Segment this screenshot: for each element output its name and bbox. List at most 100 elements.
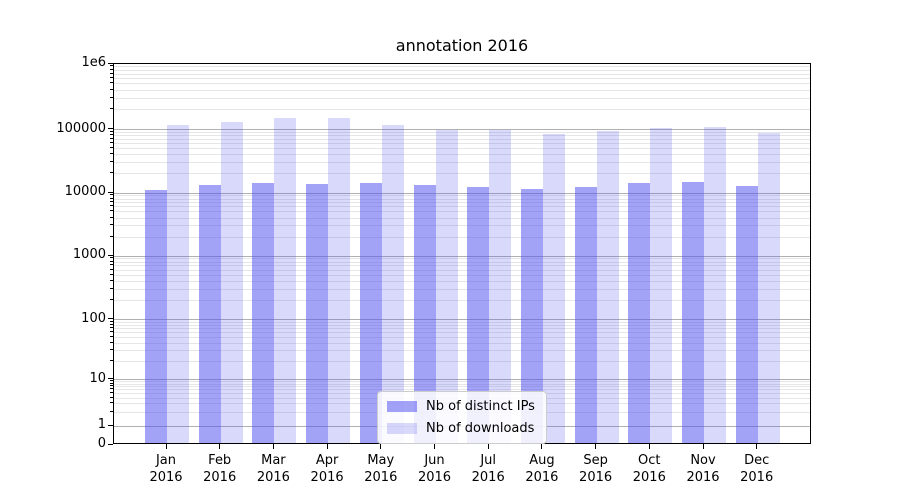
minor-gridline xyxy=(114,360,810,362)
bar-distinct-ips xyxy=(198,185,221,443)
y-minor-tick-mark xyxy=(110,268,113,270)
y-minor-tick-mark xyxy=(110,224,113,226)
y-minor-tick-mark xyxy=(110,68,113,70)
minor-gridline xyxy=(114,274,810,276)
y-minor-tick-mark xyxy=(110,197,113,199)
y-minor-tick-mark xyxy=(110,391,113,393)
y-minor-tick-mark xyxy=(110,349,113,351)
bar-downloads xyxy=(328,117,351,443)
x-tick-mark xyxy=(702,444,704,449)
legend-label: Nb of downloads xyxy=(426,421,535,436)
bar-distinct-ips xyxy=(145,190,167,443)
x-tick-mark xyxy=(434,444,435,449)
x-tick-mark xyxy=(756,444,758,449)
x-tick-label-year: 2016 xyxy=(310,470,344,485)
bar-distinct-ips xyxy=(252,182,275,443)
minor-gridline xyxy=(114,269,810,271)
minor-gridline xyxy=(114,261,810,263)
y-minor-tick-mark xyxy=(110,147,113,149)
y-minor-tick-mark xyxy=(110,287,113,289)
minor-gridline xyxy=(114,332,810,334)
y-tick-label: 10000 xyxy=(64,184,106,199)
minor-gridline xyxy=(114,265,810,267)
y-minor-tick-mark xyxy=(110,336,113,338)
x-tick-label-month: Mar xyxy=(261,453,286,468)
y-minor-tick-mark xyxy=(110,130,113,132)
y-minor-tick-mark xyxy=(110,65,113,67)
y-minor-tick-mark xyxy=(110,201,113,203)
x-tick-label: Jun 2016 xyxy=(405,452,465,486)
y-minor-tick-mark xyxy=(110,161,113,163)
legend: Nb of distinct IPs Nb of downloads xyxy=(377,391,547,444)
x-tick-mark xyxy=(165,444,167,449)
plot-area xyxy=(113,63,811,444)
major-gridline xyxy=(114,192,810,194)
minor-gridline xyxy=(114,328,810,330)
x-tick-mark xyxy=(487,444,489,449)
y-minor-tick-mark xyxy=(110,402,113,404)
y-minor-tick-mark xyxy=(110,137,113,139)
bar-downloads xyxy=(220,121,243,443)
y-minor-tick-mark xyxy=(110,341,113,343)
y-tick-label: 1e6 xyxy=(81,55,106,70)
bar-distinct-ips xyxy=(359,183,382,443)
bar-downloads xyxy=(435,130,458,443)
y-minor-tick-mark xyxy=(110,210,113,212)
x-tick-label-year: 2016 xyxy=(632,470,666,485)
x-tick-label: Nov 2016 xyxy=(673,452,733,486)
x-tick-label-year: 2016 xyxy=(471,470,505,485)
x-tick-label-year: 2016 xyxy=(256,470,290,485)
x-tick-mark xyxy=(595,444,597,449)
y-minor-tick-mark xyxy=(110,359,113,361)
x-tick-label: Apr 2016 xyxy=(297,452,357,486)
bar-downloads xyxy=(489,129,512,443)
bar-downloads xyxy=(596,131,619,443)
y-minor-tick-mark xyxy=(110,72,113,74)
minor-gridline xyxy=(114,202,810,204)
y-tick-mark xyxy=(108,424,113,426)
x-tick-label-month: Jan xyxy=(155,453,177,468)
x-tick-label-year: 2016 xyxy=(579,470,613,485)
y-tick-mark xyxy=(108,443,113,445)
bar-downloads xyxy=(650,127,673,443)
x-tick-label-month: Nov xyxy=(690,453,716,468)
minor-gridline xyxy=(114,66,810,68)
x-tick-label-month: Feb xyxy=(208,453,232,468)
y-minor-tick-mark xyxy=(110,235,113,237)
y-minor-tick-mark xyxy=(110,264,113,266)
y-minor-tick-mark xyxy=(110,380,113,382)
y-minor-tick-mark xyxy=(110,382,113,384)
minor-gridline xyxy=(114,337,810,339)
minor-gridline xyxy=(114,258,810,260)
y-minor-tick-mark xyxy=(110,385,113,387)
bar-distinct-ips xyxy=(413,185,436,443)
chart-title: annotation 2016 xyxy=(395,36,529,55)
y-minor-tick-mark xyxy=(110,260,113,262)
y-tick-label: 100000 xyxy=(56,120,106,136)
x-tick-mark xyxy=(648,444,650,449)
minor-gridline xyxy=(114,154,810,156)
x-tick-label-month: May xyxy=(367,453,395,468)
bar-distinct-ips xyxy=(467,187,490,443)
minor-gridline xyxy=(114,383,810,385)
legend-label: Nb of distinct IPs xyxy=(426,399,535,414)
y-minor-tick-mark xyxy=(110,388,113,390)
minor-gridline xyxy=(114,217,810,219)
x-tick-label-year: 2016 xyxy=(525,470,559,485)
y-minor-tick-mark xyxy=(110,257,113,259)
x-tick-mark xyxy=(272,444,274,449)
bar-distinct-ips xyxy=(520,188,543,443)
x-tick-label-month: Aug xyxy=(529,453,555,468)
y-minor-tick-mark xyxy=(110,279,113,281)
minor-gridline xyxy=(114,69,810,71)
minor-gridline xyxy=(114,162,810,164)
x-tick-label-month: Sep xyxy=(583,453,608,468)
y-minor-tick-mark xyxy=(110,320,113,322)
y-minor-tick-mark xyxy=(110,153,113,155)
minor-gridline xyxy=(114,173,810,175)
y-minor-tick-mark xyxy=(110,82,113,84)
x-tick-label-month: Apr xyxy=(315,453,339,468)
y-minor-tick-mark xyxy=(110,77,113,79)
x-tick-label: Mar 2016 xyxy=(243,452,303,486)
y-minor-tick-mark xyxy=(110,327,113,329)
